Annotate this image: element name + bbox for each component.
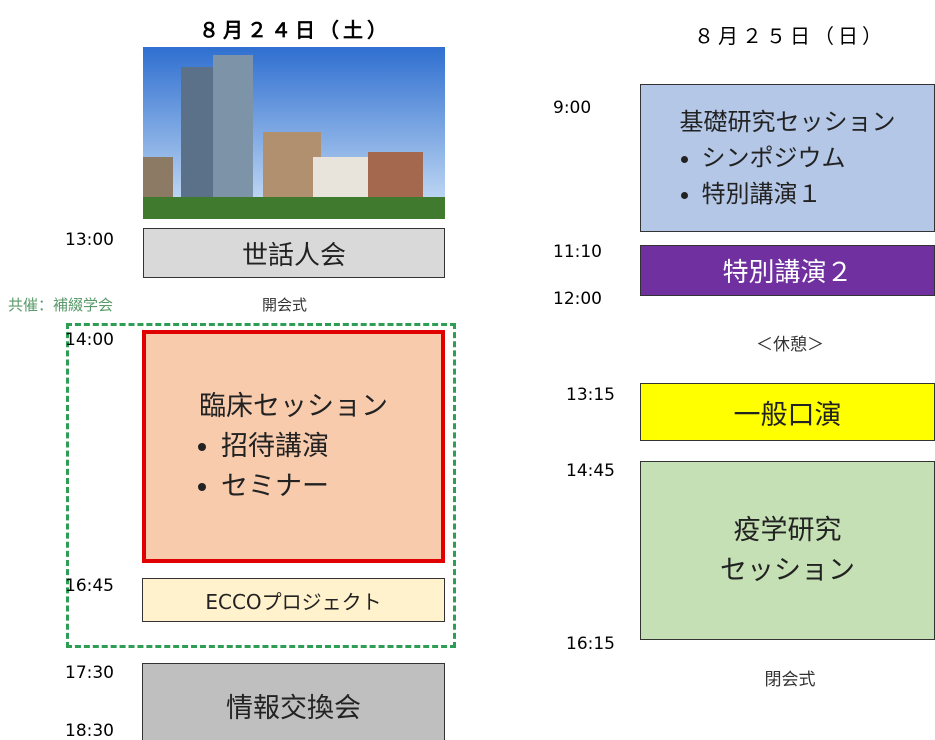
session-item: セミナー: [221, 467, 388, 507]
time-label: 14:00: [65, 330, 114, 350]
clinical-session: 臨床セッション 招待講演セミナー: [142, 330, 445, 563]
session-label: 疫学研究: [733, 514, 842, 546]
session-label: 基礎研究セッション: [679, 108, 896, 136]
time-label: 14:45: [566, 461, 615, 481]
sponsored-frame: [66, 323, 456, 648]
building-photo: [143, 47, 445, 219]
time-label: 12:00: [553, 289, 602, 309]
session-label: セッション: [720, 554, 855, 586]
session-box: 一般口演: [640, 383, 935, 441]
day-title: ８月２４日（土）: [199, 18, 391, 42]
time-label: 16:45: [65, 576, 114, 596]
session-item: シンポジウム: [702, 140, 896, 176]
opening-note: 開会式: [262, 296, 308, 314]
break-note: ＜休憩＞: [756, 335, 824, 355]
day-title: ８月２５日（日）: [694, 24, 886, 48]
session-item: 特別講演１: [702, 176, 896, 212]
time-label: 18:30: [65, 721, 114, 740]
session-box: ECCOプロジェクト: [142, 578, 445, 622]
session-label: 臨床セッション: [199, 390, 388, 422]
time-label: 13:00: [65, 230, 114, 250]
time-label: 17:30: [65, 663, 114, 683]
basic-session: 基礎研究セッション シンポジウム特別講演１: [640, 84, 935, 232]
time-label: 13:15: [566, 385, 615, 405]
session-label: 一般口演: [733, 399, 842, 431]
time-label: 16:15: [566, 634, 615, 654]
epi-session: 疫学研究 セッション: [640, 461, 935, 640]
session-label: 世話人会: [241, 240, 346, 271]
session-label: ECCOプロジェクト: [205, 589, 382, 614]
closing-note: 閉会式: [764, 670, 816, 690]
session-box: 世話人会: [143, 228, 445, 278]
session-label: 特別講演２: [722, 258, 853, 288]
session-item: 招待講演: [221, 427, 388, 467]
time-label: 11:10: [553, 242, 602, 262]
time-label: 9:00: [553, 98, 592, 118]
session-box: 特別講演２: [640, 245, 935, 296]
session-label: 情報交換会: [226, 693, 361, 724]
session-box: 情報交換会: [142, 663, 445, 740]
sponsor-note: 共催：補綴学会: [8, 296, 114, 314]
